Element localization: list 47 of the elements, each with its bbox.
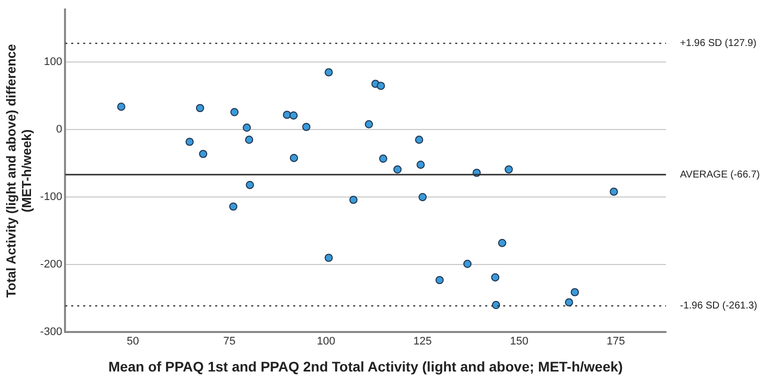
point — [504, 165, 513, 174]
point — [117, 102, 126, 111]
point — [564, 298, 574, 306]
point — [230, 108, 239, 116]
point — [498, 238, 506, 248]
point — [610, 188, 618, 196]
point — [290, 154, 298, 162]
point — [229, 202, 238, 211]
ref-line-label: -1.96 SD (-261.3) — [680, 300, 758, 312]
x-tick-label: 150 — [510, 336, 528, 348]
point — [196, 104, 204, 112]
point — [199, 150, 208, 158]
point — [186, 138, 194, 146]
point — [492, 300, 500, 310]
point — [324, 254, 333, 262]
ref-line-label: AVERAGE (-66.7) — [680, 169, 760, 180]
point — [379, 154, 388, 163]
y-axis-title: Total Activity (light and above) difference (MET-h/week) — [3, 44, 34, 298]
y-tick-label: -300 — [40, 326, 62, 338]
point — [418, 193, 427, 202]
x-tick-label: 100 — [316, 336, 336, 348]
point — [463, 260, 472, 268]
point — [242, 124, 251, 132]
point — [245, 136, 254, 144]
x-axis-title: Mean of PPAQ 1st and PPAQ 2nd Total Activity (light and above; MET-h/week) — [108, 358, 623, 374]
x-tick-label: 50 — [126, 336, 139, 348]
x-tick-label: 125 — [413, 336, 432, 348]
point — [435, 276, 444, 284]
y-tick-label: -200 — [40, 258, 62, 271]
y-tick-label: 100 — [44, 56, 62, 68]
point — [246, 180, 254, 190]
point — [416, 160, 425, 169]
x-tick-label: 175 — [606, 336, 625, 348]
point — [349, 196, 358, 204]
ref-line-label: +1.96 SD (127.9) — [680, 38, 756, 50]
y-tick-label: -100 — [40, 191, 62, 204]
point — [393, 165, 402, 174]
point — [570, 288, 579, 296]
point — [491, 273, 500, 282]
point — [376, 82, 385, 90]
point — [289, 111, 298, 120]
point — [324, 68, 333, 76]
point — [302, 122, 310, 132]
y-tick-label: 0 — [56, 124, 62, 136]
point — [364, 120, 373, 128]
point — [415, 136, 424, 144]
x-tick-label: 75 — [223, 336, 236, 348]
